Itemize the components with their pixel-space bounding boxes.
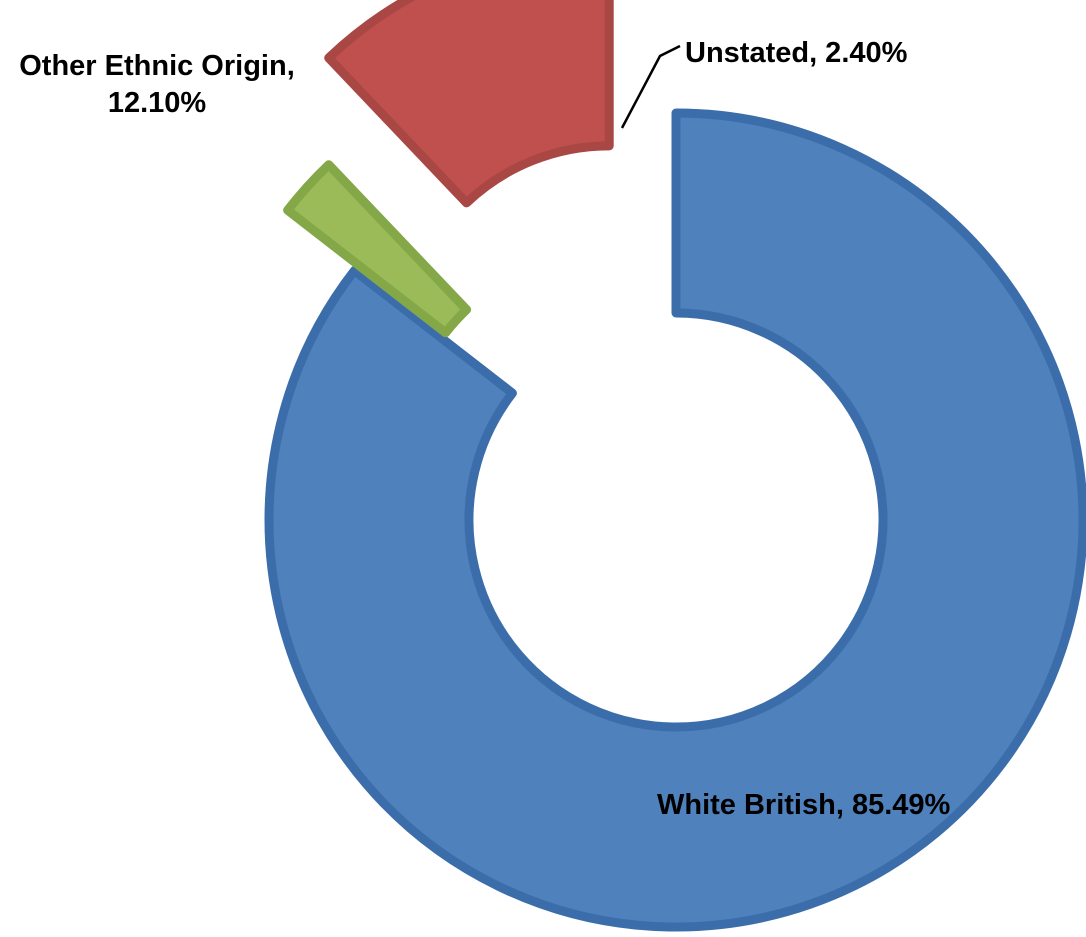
slice-unstated (283, 160, 472, 338)
unstated-leader-line (620, 44, 681, 129)
slice-other-ethnic-origin (324, 0, 614, 208)
data-label-other-ethnic-origin: Other Ethnic Origin, (19, 50, 295, 82)
data-label-other-ethnic-origin-value: 12.10% (108, 87, 207, 119)
data-label-unstated: Unstated, 2.40% (685, 37, 908, 69)
data-label-white-british: White British, 85.49% (657, 789, 951, 821)
slice-white-british (264, 108, 1086, 932)
chart-slices (264, 0, 1086, 932)
